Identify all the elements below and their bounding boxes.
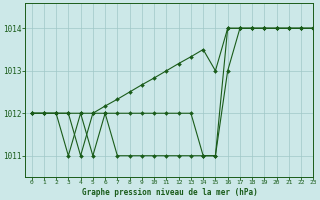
X-axis label: Graphe pression niveau de la mer (hPa): Graphe pression niveau de la mer (hPa)	[82, 188, 257, 197]
